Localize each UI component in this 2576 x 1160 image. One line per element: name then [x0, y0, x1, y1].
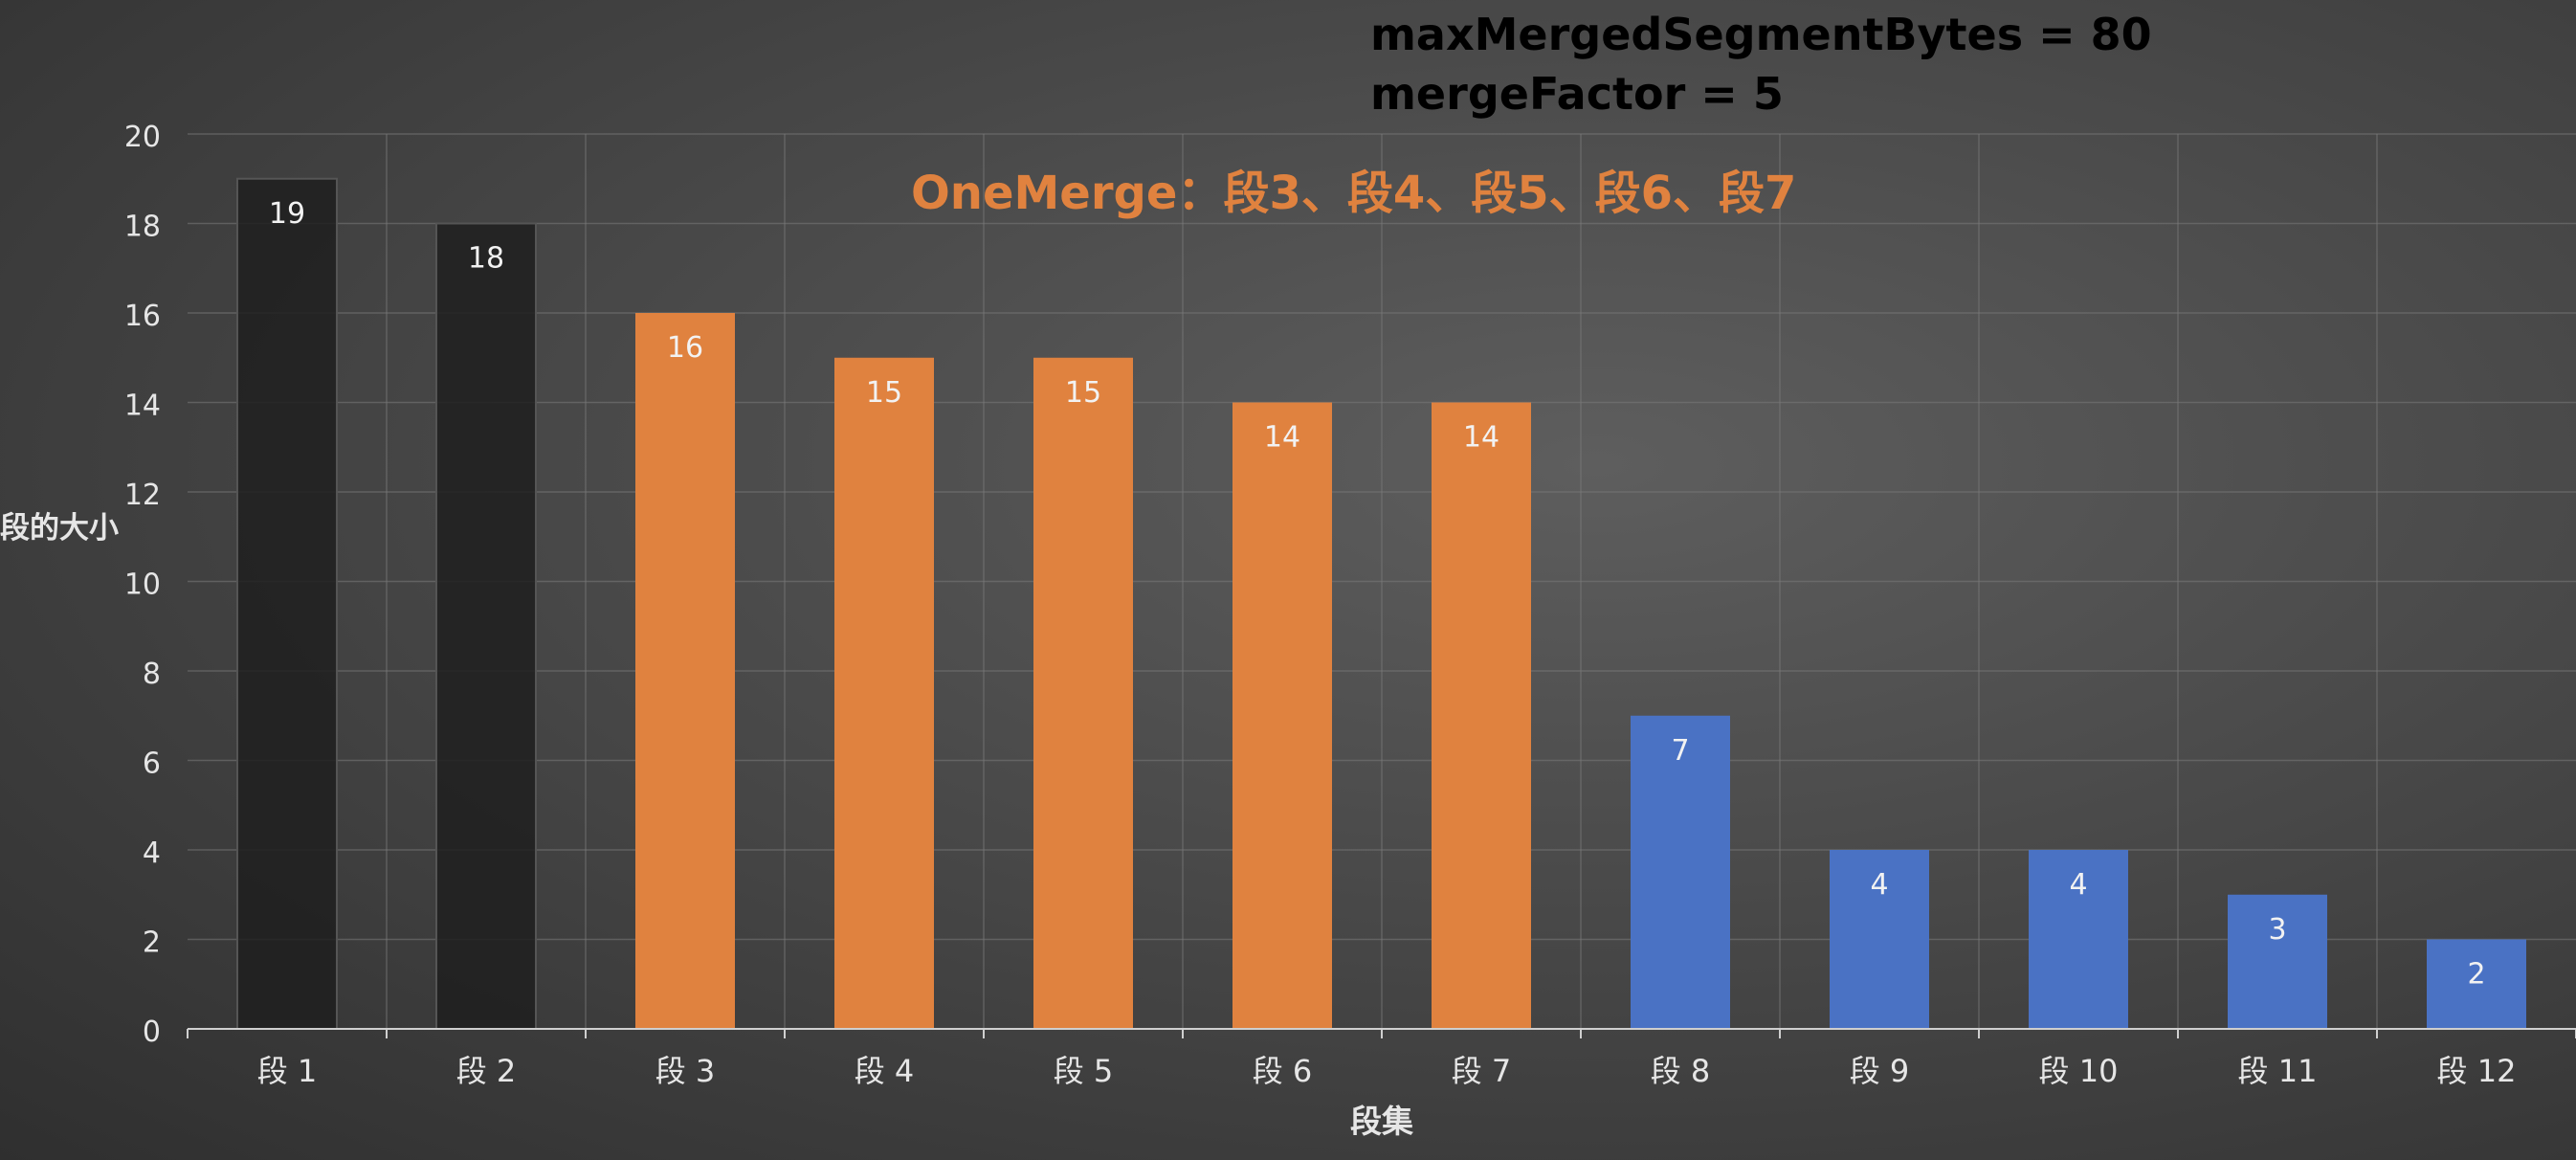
bar-merged — [236, 177, 338, 1030]
bar-selected — [834, 357, 934, 1029]
y-tick-label: 18 — [124, 211, 161, 244]
bar-value-label: 2 — [2467, 958, 2485, 992]
bar-value-label: 15 — [866, 376, 902, 410]
bar-value-label: 7 — [1671, 734, 1689, 768]
bar-value-label: 15 — [1065, 376, 1101, 410]
bar-remaining — [1631, 715, 1730, 1029]
bar-selected — [1432, 402, 1531, 1029]
bar-value-label: 3 — [2268, 913, 2286, 947]
y-tick-label: 14 — [124, 390, 161, 423]
bar-selected — [1033, 357, 1133, 1029]
labels: 0 2 4 6 8 10 12 14 16 18 20 19 段 1 18 段 2 16 段 3 15 段 4 15 段… — [124, 121, 2517, 1089]
bar-value-label: 16 — [667, 331, 703, 365]
param-merge-factor: mergeFactor = 5 — [1370, 68, 1784, 120]
bar-remaining — [2228, 894, 2327, 1029]
bar-selected — [635, 313, 735, 1029]
y-axis-title: 段的大小 — [0, 511, 119, 546]
x-tick-label: 段 5 — [1054, 1053, 1114, 1089]
bar-merged — [435, 222, 537, 1030]
onemerge-annotation: OneMerge：段3、段4、段5、段6、段7 — [911, 167, 1797, 220]
y-tick-label: 6 — [143, 747, 161, 781]
x-tick-label: 段 10 — [2039, 1053, 2119, 1089]
x-tick-label: 段 11 — [2238, 1053, 2318, 1089]
y-tick-label: 2 — [143, 926, 161, 960]
y-tick-label: 20 — [124, 121, 161, 154]
x-tick-label: 段 4 — [855, 1053, 915, 1089]
y-tick-label: 10 — [124, 569, 161, 602]
y-tick-label: 12 — [124, 479, 161, 512]
bar-remaining — [1830, 850, 1929, 1029]
bar-remaining — [2427, 939, 2526, 1029]
x-tick-label: 段 2 — [456, 1053, 517, 1089]
bar-remaining — [2029, 850, 2128, 1029]
param-max-merged-segment-bytes: maxMergedSegmentBytes = 80 — [1370, 9, 2152, 60]
bar-selected — [1232, 402, 1332, 1029]
x-tick-label: 段 12 — [2437, 1053, 2517, 1089]
y-tick-label: 16 — [124, 300, 161, 333]
y-tick-label: 8 — [143, 658, 161, 691]
x-tick-label: 段 7 — [1452, 1053, 1512, 1089]
x-tick-label: 段 1 — [257, 1053, 318, 1089]
x-tick-label: 段 9 — [1850, 1053, 1910, 1089]
y-tick-label: 0 — [143, 1015, 161, 1049]
y-tick-label: 4 — [143, 837, 161, 870]
axes — [187, 1028, 2576, 1038]
x-tick-label: 段 6 — [1253, 1053, 1313, 1089]
bar-value-label: 19 — [269, 197, 305, 231]
bar-value-label: 4 — [2069, 868, 2087, 902]
bar-value-label: 4 — [1870, 868, 1888, 902]
gridlines — [188, 133, 2576, 1029]
x-tick-label: 段 3 — [655, 1053, 716, 1089]
x-axis-title: 段集 — [1350, 1103, 1413, 1140]
x-tick-label: 段 8 — [1651, 1053, 1711, 1089]
bars — [236, 177, 2526, 1030]
bar-value-label: 14 — [1264, 421, 1300, 455]
bar-value-label: 14 — [1463, 421, 1499, 455]
bar-value-label: 18 — [468, 242, 504, 276]
